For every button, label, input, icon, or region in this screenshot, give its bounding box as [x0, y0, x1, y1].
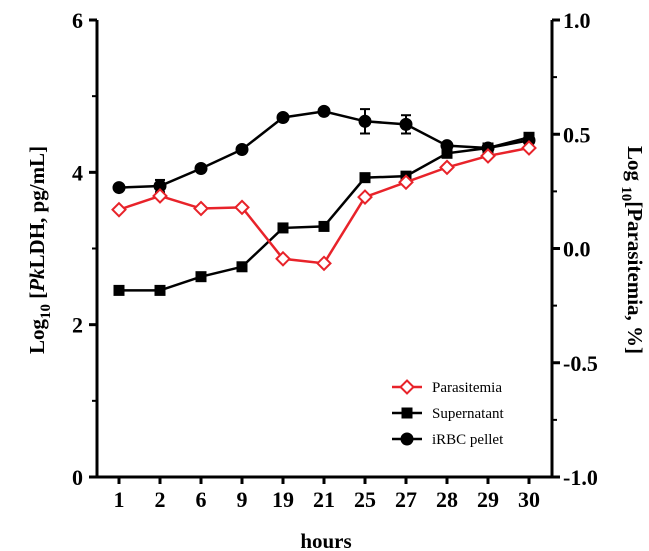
- y-axis-title-italic: Pk: [25, 268, 49, 293]
- data-point-parasitemia: [193, 200, 209, 217]
- legend-marker-parasitemia: [399, 379, 415, 395]
- data-point-parasitemia: [111, 201, 127, 218]
- x-tick-label: 9: [237, 487, 248, 512]
- y-tick-label: 6: [72, 8, 83, 33]
- x-tick-label: 1: [114, 487, 125, 512]
- x-tick-label: 21: [313, 487, 335, 512]
- legend-marker-irbc-pellet: [400, 432, 414, 446]
- x-axis-title: hours: [300, 529, 351, 551]
- y2-axis-title-rest: [Parasitemia, %]: [623, 201, 647, 354]
- y2-axis-title-prefix: Log: [623, 146, 647, 186]
- y-axis-title-bracket: [: [25, 292, 49, 304]
- data-point-parasitemia: [234, 199, 250, 216]
- x-tick-label: 30: [518, 487, 540, 512]
- data-point-irbc-pellet: [194, 162, 208, 176]
- data-point-supernatant: [113, 284, 125, 296]
- data-point-supernatant: [277, 222, 289, 234]
- x-tick-label: 29: [477, 487, 499, 512]
- y-tick-label: 4: [72, 160, 83, 185]
- legend: Parasitemia Supernatant iRBC pellet: [392, 379, 504, 448]
- data-point-irbc-pellet: [399, 117, 413, 131]
- data-point-supernatant: [441, 147, 453, 159]
- data-point-parasitemia: [316, 255, 332, 272]
- data-point-parasitemia: [275, 250, 291, 267]
- data-point-parasitemia: [480, 148, 496, 164]
- data-point-parasitemia: [398, 174, 414, 191]
- series-supernatant: [113, 131, 535, 296]
- legend-marker-supernatant: [401, 407, 413, 419]
- x-tick-label: 25: [354, 487, 376, 512]
- legend-label-parasitemia: Parasitemia: [432, 380, 502, 396]
- y-axis-title: Log10 [PkLDH, pg/mL]: [25, 146, 54, 354]
- y-tick-label: 2: [72, 313, 83, 338]
- series-parasitemia: [111, 140, 537, 272]
- data-point-supernatant: [359, 172, 371, 184]
- legend-label-irbc-pellet: iRBC pellet: [432, 432, 504, 448]
- x-tick-label: 6: [196, 487, 207, 512]
- y2-tick-label: 0.0: [563, 237, 591, 262]
- data-point-parasitemia: [439, 159, 455, 176]
- y2-tick-label: -1.0: [563, 465, 598, 490]
- x-tick-label: 19: [272, 487, 294, 512]
- data-point-parasitemia: [152, 188, 168, 204]
- y2-tick-label: -0.5: [563, 351, 598, 376]
- y2-tick-label: 1.0: [563, 8, 591, 33]
- data-point-supernatant: [482, 142, 494, 154]
- data-point-irbc-pellet: [317, 104, 331, 118]
- x-tick-label: 27: [395, 487, 417, 512]
- y2-axis-title: Log 10[Parasitemia, %]: [618, 146, 647, 354]
- data-point-supernatant: [523, 131, 535, 143]
- y-axis-title-prefix: Log: [25, 319, 49, 355]
- y2-axis-title-sub: 10: [618, 186, 634, 201]
- data-point-supernatant: [195, 271, 207, 283]
- y-axis-title-rest: LDH, pg/mL]: [25, 146, 49, 269]
- data-point-supernatant: [236, 261, 248, 273]
- y2-tick-label: 0.5: [563, 122, 591, 147]
- y-tick-label: 0: [72, 465, 83, 490]
- data-point-irbc-pellet: [235, 142, 249, 156]
- data-point-irbc-pellet: [358, 114, 372, 128]
- data-point-supernatant: [154, 284, 166, 296]
- data-point-parasitemia: [357, 189, 373, 206]
- y-axis-title-sub: 10: [38, 304, 54, 319]
- data-point-irbc-pellet: [276, 110, 290, 124]
- x-tick-label: 28: [436, 487, 458, 512]
- x-tick-label: 2: [155, 487, 166, 512]
- data-point-parasitemia: [521, 140, 537, 156]
- data-point-supernatant: [318, 220, 330, 232]
- data-point-irbc-pellet: [112, 181, 126, 195]
- legend-label-supernatant: Supernatant: [432, 406, 504, 422]
- series-line-parasitemia: [118, 146, 530, 265]
- series-irbc-pellet: [112, 104, 536, 195]
